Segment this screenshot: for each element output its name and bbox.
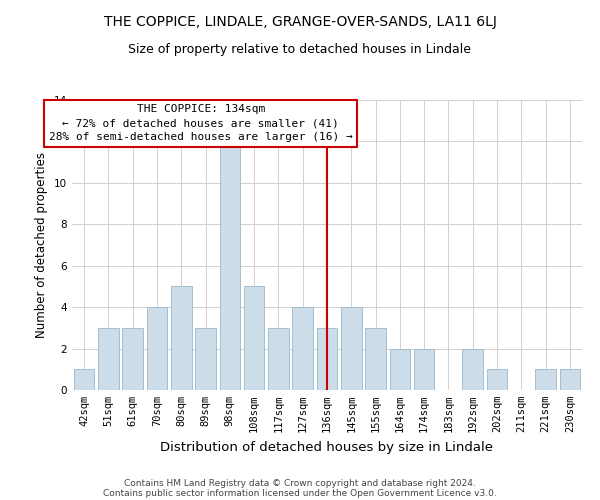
Bar bbox=[317, 328, 337, 390]
Bar bbox=[535, 370, 556, 390]
Y-axis label: Number of detached properties: Number of detached properties bbox=[35, 152, 49, 338]
Bar bbox=[341, 307, 362, 390]
Bar bbox=[560, 370, 580, 390]
Text: Size of property relative to detached houses in Lindale: Size of property relative to detached ho… bbox=[128, 42, 472, 56]
Text: Contains HM Land Registry data © Crown copyright and database right 2024.: Contains HM Land Registry data © Crown c… bbox=[124, 478, 476, 488]
Bar bbox=[146, 307, 167, 390]
Bar bbox=[268, 328, 289, 390]
Bar bbox=[98, 328, 119, 390]
Text: Contains public sector information licensed under the Open Government Licence v3: Contains public sector information licen… bbox=[103, 488, 497, 498]
Bar bbox=[487, 370, 508, 390]
Bar bbox=[414, 348, 434, 390]
Bar bbox=[171, 286, 191, 390]
Bar bbox=[365, 328, 386, 390]
Bar bbox=[463, 348, 483, 390]
Text: THE COPPICE, LINDALE, GRANGE-OVER-SANDS, LA11 6LJ: THE COPPICE, LINDALE, GRANGE-OVER-SANDS,… bbox=[104, 15, 496, 29]
Bar bbox=[244, 286, 265, 390]
Bar bbox=[292, 307, 313, 390]
Bar bbox=[220, 142, 240, 390]
Bar bbox=[74, 370, 94, 390]
X-axis label: Distribution of detached houses by size in Lindale: Distribution of detached houses by size … bbox=[161, 440, 493, 454]
Text: THE COPPICE: 134sqm
← 72% of detached houses are smaller (41)
28% of semi-detach: THE COPPICE: 134sqm ← 72% of detached ho… bbox=[49, 104, 353, 142]
Bar bbox=[389, 348, 410, 390]
Bar bbox=[122, 328, 143, 390]
Bar bbox=[195, 328, 216, 390]
